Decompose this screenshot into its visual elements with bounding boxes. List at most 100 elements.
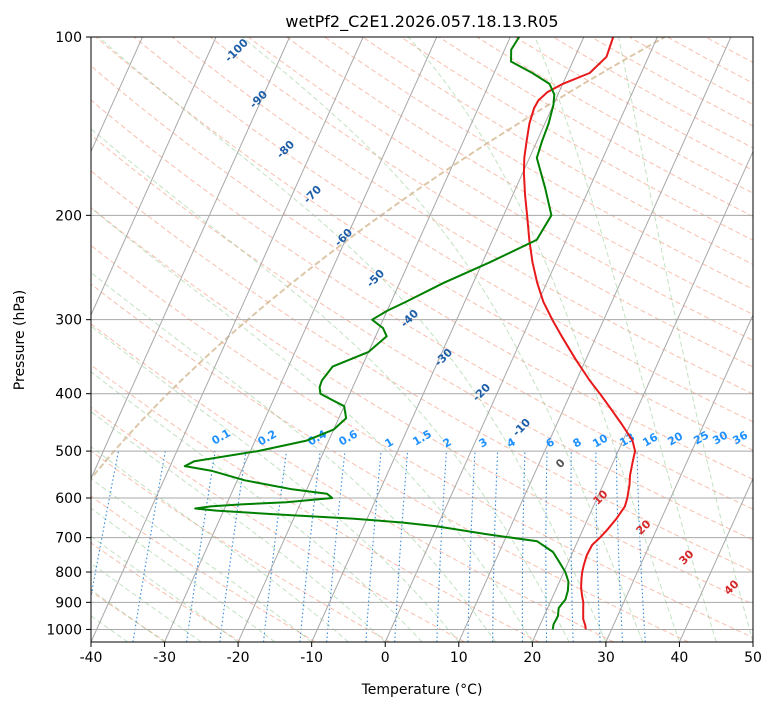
mixing-ratio-line bbox=[394, 451, 409, 642]
dry-adiabat-line bbox=[476, 37, 753, 194]
moist-adiabat-line bbox=[91, 589, 165, 642]
mixing-ratio-line bbox=[91, 450, 120, 600]
dry-adiabat-line bbox=[514, 37, 753, 171]
moist-adiabat-line bbox=[91, 325, 460, 642]
mixing-ratio-label: 3 bbox=[477, 435, 490, 450]
x-axis: -40 -30 -20 -10 0 10 20 30 40 50 bbox=[80, 642, 762, 666]
dry-adiabat-line bbox=[209, 37, 753, 368]
dry-adiabat-line bbox=[95, 37, 753, 451]
dewpoint-line bbox=[183, 37, 570, 630]
x-tick-label: 0 bbox=[381, 650, 390, 666]
dry-adiabat-line bbox=[171, 37, 753, 395]
dry-adiabat-line bbox=[91, 206, 753, 605]
isotherm-line bbox=[678, 477, 753, 642]
moist-adiabat-label: 0 bbox=[553, 456, 568, 471]
dry-adiabat-line bbox=[91, 542, 242, 642]
dry-adiabat-label: -80 bbox=[274, 138, 297, 161]
moist-adiabat-line bbox=[91, 271, 496, 642]
mixing-ratio-line bbox=[262, 451, 288, 642]
moist-adiabat-line bbox=[408, 37, 680, 642]
mixing-ratio-line bbox=[326, 451, 346, 642]
y-tick-label: 1000 bbox=[46, 622, 82, 638]
background-lines bbox=[91, 37, 753, 642]
moist-adiabat-line bbox=[91, 371, 423, 642]
moist-adiabat-line bbox=[534, 37, 717, 642]
isotherm-line bbox=[164, 37, 438, 642]
y-tick-label: 900 bbox=[55, 595, 82, 611]
moist-adiabat-line bbox=[91, 478, 312, 642]
isotherm-line bbox=[0, 37, 69, 642]
x-tick-label: -40 bbox=[80, 650, 103, 666]
mixing-ratio-label: 0.2 bbox=[256, 427, 279, 448]
mixing-ratio-label: 0.6 bbox=[337, 427, 361, 448]
mixing-ratio-label: 16 bbox=[640, 430, 660, 449]
mixing-ratio-label: 1.5 bbox=[411, 427, 434, 448]
mixing-ratio-label: 0.1 bbox=[210, 426, 233, 447]
y-tick-label: 300 bbox=[55, 313, 82, 329]
mixing-ratio-line bbox=[299, 451, 321, 642]
series-layer bbox=[183, 37, 637, 630]
mixing-ratio-line bbox=[636, 451, 646, 642]
isotherm-line bbox=[752, 640, 753, 642]
dry-adiabat-line bbox=[91, 65, 753, 480]
dry-adiabat-line bbox=[362, 37, 753, 266]
mixing-ratio-label: 36 bbox=[730, 428, 750, 447]
moist-adiabat-line bbox=[91, 446, 349, 642]
dry-adiabat-line bbox=[91, 323, 614, 642]
grid bbox=[0, 37, 753, 642]
y-tick-label: 200 bbox=[55, 208, 82, 224]
mixing-ratio-line bbox=[219, 451, 247, 642]
moist-adiabat-label: 20 bbox=[634, 517, 654, 537]
isotherm-line bbox=[384, 37, 658, 642]
mixing-ratio-label: 10 bbox=[590, 431, 610, 450]
y-tick-label: 100 bbox=[55, 30, 82, 46]
moist-adiabat-line bbox=[91, 562, 202, 642]
dry-adiabat-label: -70 bbox=[301, 183, 324, 206]
dry-adiabat-line bbox=[91, 99, 753, 510]
moist-adiabat-line bbox=[91, 535, 239, 642]
reference-curve bbox=[91, 37, 666, 481]
moist-adiabat-label: 10 bbox=[591, 487, 611, 507]
dry-adiabat-line bbox=[286, 37, 753, 316]
isotherm-line bbox=[91, 37, 291, 480]
mixing-ratio-line bbox=[436, 451, 448, 642]
x-tick-label: -30 bbox=[153, 650, 176, 666]
moist-adiabat-line bbox=[618, 37, 753, 642]
mixing-ratio-line bbox=[521, 451, 526, 642]
dry-adiabat-line bbox=[91, 364, 540, 642]
plot-frame bbox=[90, 36, 754, 643]
y-axis-label: Pressure (hPa) bbox=[12, 290, 28, 390]
dry-adiabat-line bbox=[248, 37, 753, 341]
moist-adiabat-line bbox=[98, 37, 607, 642]
dry-adiabat-label: -40 bbox=[398, 307, 421, 330]
isotherm-line bbox=[237, 37, 511, 642]
moist-adiabat-line bbox=[91, 410, 386, 642]
y-tick-label: 600 bbox=[55, 491, 82, 507]
dry-adiabat-line bbox=[91, 244, 753, 639]
dry-adiabat-line bbox=[91, 170, 753, 573]
x-tick-label: 30 bbox=[597, 650, 615, 666]
y-tick-label: 400 bbox=[55, 387, 82, 403]
dry-adiabat-label: -60 bbox=[332, 226, 355, 249]
mixing-ratio-line bbox=[615, 451, 624, 642]
x-tick-label: 40 bbox=[671, 650, 689, 666]
dry-adiabat-line bbox=[705, 37, 753, 63]
x-tick-label: 50 bbox=[744, 650, 762, 666]
x-tick-label: 20 bbox=[523, 650, 541, 666]
mixing-ratio-label: 20 bbox=[665, 429, 685, 448]
mixing-ratio-label: 0.4 bbox=[306, 427, 330, 448]
dry-adiabat-label: -90 bbox=[247, 88, 270, 111]
dry-adiabat-label: -20 bbox=[470, 381, 493, 404]
moist-adiabat-line bbox=[241, 37, 644, 642]
moist-adiabat-line bbox=[91, 207, 533, 642]
mixing-ratio-line bbox=[570, 451, 574, 642]
dry-adiabat-line bbox=[133, 37, 753, 423]
x-axis-label: Temperature (°C) bbox=[361, 682, 483, 698]
y-tick-label: 800 bbox=[55, 565, 82, 581]
isotherm-line bbox=[91, 37, 143, 153]
moist-adiabat-label: 40 bbox=[722, 577, 742, 597]
dry-adiabat-label: -10 bbox=[510, 416, 533, 439]
dry-adiabat-line bbox=[400, 37, 753, 241]
x-tick-label: 10 bbox=[450, 650, 468, 666]
